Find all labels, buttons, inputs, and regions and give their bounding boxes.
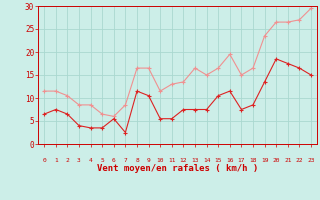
X-axis label: Vent moyen/en rafales ( km/h ): Vent moyen/en rafales ( km/h ) [97,164,258,173]
